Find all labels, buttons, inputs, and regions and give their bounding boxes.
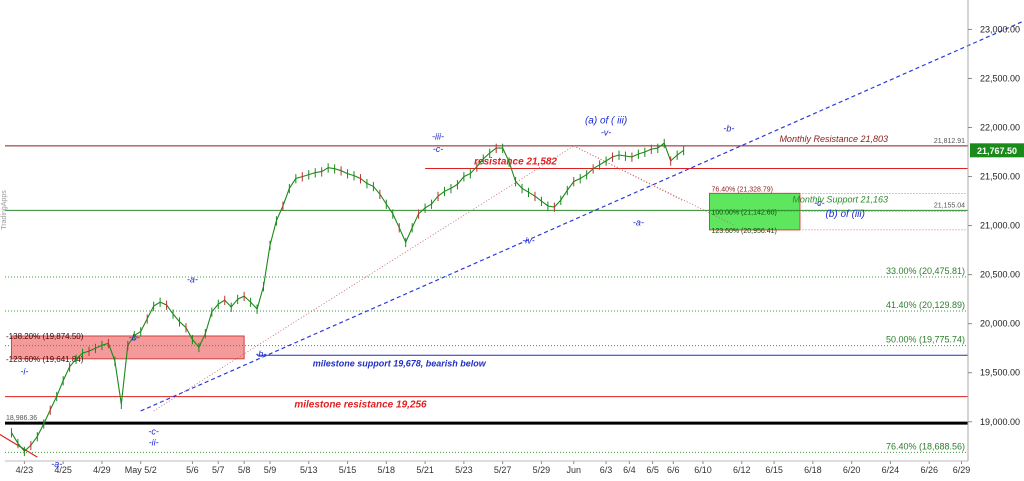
fib-label-1: 41.40% (20,129.89) [886, 300, 965, 310]
y-tick-label-0: 23,000.00 [980, 24, 1020, 34]
key-level-value: 18,986.36 [6, 415, 37, 422]
side-label: TradingApps [1, 190, 8, 230]
wave-label-2: -a- [187, 274, 198, 284]
x-tick-label-21: 6/12 [733, 465, 751, 475]
wave-label-5: -a- [51, 459, 62, 469]
wave-label-4: -ii- [149, 437, 159, 447]
wave-label-11: -v- [601, 127, 612, 137]
x-tick-label-8: 5/13 [300, 465, 318, 475]
monthly-support-value: 21,155.04 [934, 202, 965, 209]
target-label-1: 100.00% (21,142.60) [711, 210, 776, 217]
x-tick-label-7: 5/9 [264, 465, 277, 475]
fibonacci-levels: 33.00% (20,475.81) 41.40% (20,129.89) 50.0… [5, 266, 968, 453]
y-tick-label-7: 19,500.00 [980, 368, 1020, 378]
fib-label-0: 33.00% (20,475.81) [886, 266, 965, 276]
last-price-badge [970, 143, 1024, 158]
level-lines: Monthly Resistance 21,803 21,812.91 resist… [5, 134, 968, 425]
last-price-label: 21,767.50 [977, 146, 1017, 156]
x-tick-label-13: 5/27 [494, 465, 512, 475]
wave-label-15: (b) of (iii) [825, 209, 864, 220]
y-tick-label-3: 21,500.00 [980, 172, 1020, 182]
x-tick-label-15: Jun [566, 465, 581, 475]
monthly-resistance-value: 21,812.91 [934, 138, 965, 145]
wave-label-9: -iv- [522, 235, 535, 245]
x-tick-label-18: 6/5 [646, 465, 659, 475]
fib-label-3: 76.40% (18,688.56) [886, 441, 965, 451]
x-tick-label-22: 6/15 [765, 465, 783, 475]
wave-label-7: -iii- [432, 131, 444, 141]
y-axis: 23,000.00 22,500.00 22,000.00 21,500.00 21,0… [967, 0, 1024, 461]
x-tick-label-23: 6/18 [804, 465, 822, 475]
x-tick-label-5: 5/7 [212, 465, 225, 475]
milestone-resistance-label: milestone resistance 19,256 [294, 400, 427, 411]
x-tick-label-19: 6/6 [667, 465, 680, 475]
target-label-2: 123.60% (20,956.41) [711, 228, 776, 235]
wave-label-10: (a) of ( iii) [585, 116, 627, 127]
y-tick-label-4: 21,000.00 [980, 221, 1020, 231]
x-tick-label-16: 6/3 [600, 465, 613, 475]
x-tick-label-10: 5/18 [378, 465, 396, 475]
fib-label-2: 50.00% (19,775.74) [886, 335, 965, 345]
wave-label-0: -i- [20, 367, 28, 377]
x-axis: 4/23 4/25 4/29 May 5/2 5/6 5/7 5/8 5/9 5/13 5/15 5… [5, 460, 971, 475]
x-tick-label-3: May 5/2 [125, 465, 157, 475]
target-label-0: 76.40% (21,328.79) [711, 186, 773, 193]
x-tick-label-2: 4/29 [93, 465, 111, 475]
wave-label-8: -c- [433, 144, 444, 154]
wave-labels: -i--b--a--c--ii--a--b--iii--c--iv-(a) of… [20, 116, 865, 469]
trend-lines [0, 20, 1024, 458]
x-tick-label-24: 6/20 [843, 465, 861, 475]
monthly-resistance-label: Monthly Resistance 21,803 [779, 134, 888, 144]
x-tick-label-17: 6/4 [623, 465, 636, 475]
wave-label-3: -c- [148, 427, 159, 437]
red-box-label-1: -123.60% (19,641.84) [6, 355, 84, 364]
x-tick-label-25: 6/24 [882, 465, 900, 475]
monthly-support-label: Monthly Support 21,163 [792, 194, 888, 204]
x-tick-label-4: 5/6 [186, 465, 199, 475]
wave-label-13: -b- [723, 123, 734, 133]
channel-line-1 [573, 145, 684, 202]
x-tick-label-26: 6/26 [920, 465, 938, 475]
resistance-label: resistance 21,582 [474, 157, 557, 168]
wave-label-14: -c- [814, 198, 825, 208]
x-tick-label-14: 5/29 [533, 465, 551, 475]
x-tick-label-11: 5/21 [416, 465, 434, 475]
entry-line [0, 433, 38, 458]
annotations: TradingApps [1, 190, 8, 230]
x-tick-label-20: 6/10 [694, 465, 712, 475]
wave-label-1: -b- [129, 332, 140, 342]
red-box-label-0: -138.20% (19,874.50) [6, 332, 84, 341]
price-series [10, 138, 685, 457]
channel-line-2 [573, 145, 736, 226]
wave-label-6: -b- [255, 349, 266, 359]
x-tick-label-1: 4/25 [54, 465, 72, 475]
y-tick-label-1: 22,500.00 [980, 73, 1020, 83]
y-tick-label-2: 22,000.00 [980, 123, 1020, 133]
y-tick-label-5: 20,500.00 [980, 270, 1020, 280]
x-tick-label-27: 6/29 [953, 465, 971, 475]
x-tick-label-0: 4/23 [16, 465, 34, 475]
milestone-support-label: milestone support 19,678, bearish below [313, 358, 487, 368]
x-tick-label-6: 5/8 [238, 465, 251, 475]
x-tick-label-12: 5/23 [455, 465, 473, 475]
y-tick-label-6: 20,000.00 [980, 319, 1020, 329]
x-tick-label-9: 5/15 [339, 465, 357, 475]
trendline [140, 20, 1024, 412]
wave-label-12: -a- [633, 218, 644, 228]
y-tick-label-8: 19,000.00 [980, 417, 1020, 427]
